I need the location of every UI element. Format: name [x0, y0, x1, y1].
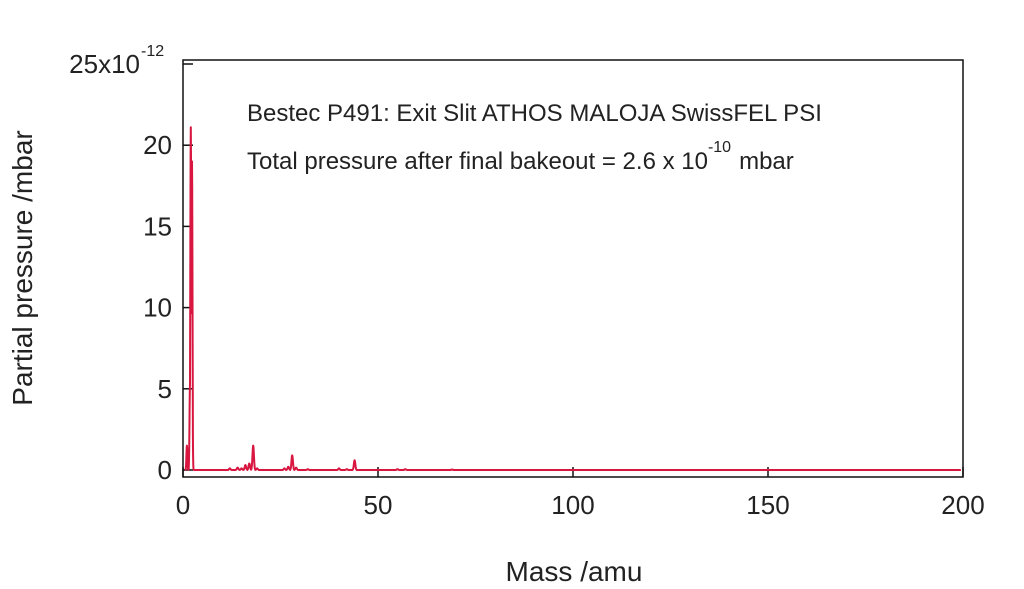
- x-tick-label: 0: [176, 490, 190, 520]
- x-tick-label: 50: [364, 490, 393, 520]
- annotation-line2-suffix: mbar: [739, 148, 794, 175]
- y-tick-label: 5: [158, 374, 172, 404]
- x-tick-label: 100: [551, 490, 594, 520]
- y-scale-exponent: -12: [141, 43, 164, 60]
- series-line: [184, 126, 962, 471]
- y-tick-label: 15: [143, 211, 172, 241]
- annotation-line1: Bestec P491: Exit Slit ATHOS MALOJA Swis…: [247, 100, 822, 127]
- y-tick-label: 10: [143, 293, 172, 323]
- y-tick-label: 0: [158, 455, 172, 485]
- annotation-line2-exponent: -10: [708, 139, 731, 156]
- annotation-line2-prefix: Total pressure after final bakeout = 2.6…: [247, 148, 708, 175]
- y-tick-label: 20: [143, 130, 172, 160]
- y-axis-label: Partial pressure /mbar: [7, 130, 38, 405]
- x-tick-label: 200: [941, 490, 984, 520]
- x-tick-label: 150: [746, 490, 789, 520]
- x-axis-label: Mass /amu: [506, 556, 643, 587]
- annotation-line2: Total pressure after final bakeout = 2.6…: [247, 139, 794, 175]
- y-tick-label: 25x10: [69, 49, 140, 79]
